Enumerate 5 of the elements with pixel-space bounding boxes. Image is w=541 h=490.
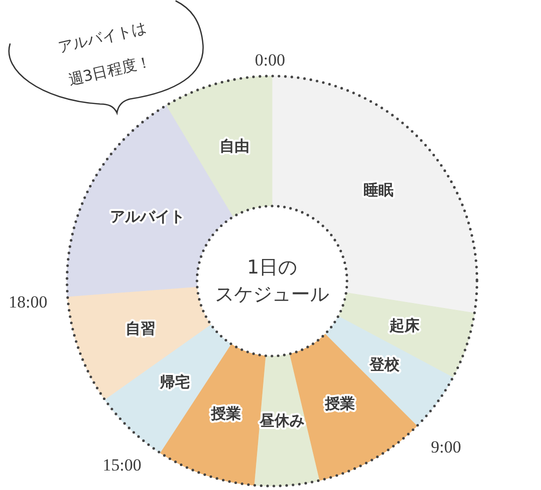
- annotation: 0:00: [254, 50, 286, 70]
- annotation: 9:00: [430, 438, 462, 456]
- annotation: 15:00: [102, 456, 142, 474]
- annotation: アルバイトは週3日程度！: [56, 18, 154, 89]
- annotation: 18:00: [8, 292, 48, 312]
